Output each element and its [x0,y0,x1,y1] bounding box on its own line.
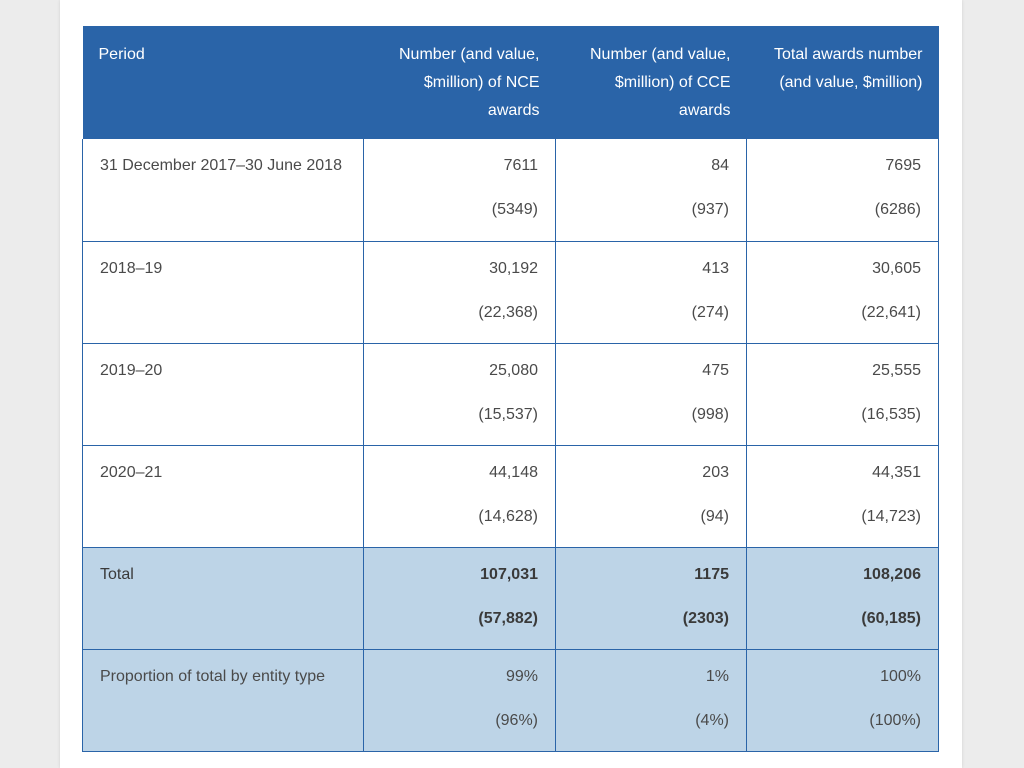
period-cell: 2020–21 [82,444,364,548]
total-value: (100%) [869,711,921,729]
nce-cell: 30,192 (22,368) [363,240,556,344]
nce-cell: 99% (96%) [363,648,556,752]
total-value: (22,641) [861,303,921,321]
cce-value: (937) [691,201,729,218]
table-row: 2019–20 25,080 (15,537) 475 (998) 25,555… [82,342,939,446]
cce-value: (2303) [682,609,729,627]
table-row: 2018–19 30,192 (22,368) 413 (274) 30,605… [82,240,939,344]
total-label: Total [82,546,364,650]
total-cell: 100% (100%) [746,648,939,752]
nce-value: (15,537) [478,405,538,423]
header-period: Period [82,26,364,139]
cce-cell: 203 (94) [555,444,747,548]
total-cell: 30,605 (22,641) [746,240,939,344]
table-row: 31 December 2017–30 June 2018 7611 (5349… [82,139,939,242]
total-number: 7695 [885,157,921,174]
table-header: Period Number (and value, $million) of N… [82,26,939,139]
nce-cell: 44,148 (14,628) [363,444,556,548]
table-body: 31 December 2017–30 June 2018 7611 (5349… [82,139,939,752]
header-nce-awards: Number (and value, $million) of NCE awar… [363,26,556,139]
nce-number: 7611 [503,157,538,174]
nce-number: 44,148 [489,463,538,481]
cce-number: 475 [702,361,729,379]
total-cell: 44,351 (14,723) [746,444,939,548]
cce-value: (998) [691,405,729,423]
nce-value: (5349) [491,201,538,218]
cce-number: 1% [705,667,729,685]
cce-value: (4%) [695,711,729,729]
cce-cell: 84 (937) [555,139,747,242]
period-cell: 31 December 2017–30 June 2018 [82,139,364,242]
total-number: 100% [880,667,921,685]
total-row: Total 107,031 (57,882) 1175 (2303) 108,2… [82,546,939,650]
proportion-row: Proportion of total by entity type 99% (… [82,648,939,752]
nce-number: 107,031 [480,565,538,583]
period-cell: 2018–19 [82,240,364,344]
total-cell: 7695 (6286) [746,139,939,242]
header-cce-awards: Number (and value, $million) of CCE awar… [555,26,747,139]
total-value: (14,723) [861,507,921,525]
header-total-awards: Total awards number (and value, $million… [746,26,939,139]
nce-value: (57,882) [478,609,538,627]
cce-number: 1175 [694,565,729,583]
cce-cell: 475 (998) [555,342,747,446]
period-cell: 2019–20 [82,342,364,446]
nce-value: (22,368) [478,303,538,321]
total-number: 108,206 [863,565,921,583]
nce-number: 30,192 [489,259,538,277]
nce-number: 25,080 [489,361,538,379]
total-number: 25,555 [872,361,921,379]
total-number: 30,605 [872,259,921,277]
proportion-label: Proportion of total by entity type [82,648,364,752]
total-cell: 25,555 (16,535) [746,342,939,446]
cce-number: 203 [702,463,729,481]
total-number: 44,351 [872,463,921,481]
cce-cell: 413 (274) [555,240,747,344]
cce-value: (94) [700,507,729,525]
nce-cell: 7611 (5349) [363,139,556,242]
nce-number: 99% [505,667,538,685]
cce-cell: 1175 (2303) [555,546,747,650]
total-value: (6286) [874,201,921,218]
cce-cell: 1% (4%) [555,648,747,752]
nce-value: (14,628) [478,507,538,525]
total-value: (60,185) [861,609,921,627]
nce-value: (96%) [495,711,538,729]
nce-cell: 25,080 (15,537) [363,342,556,446]
total-value: (16,535) [861,405,921,423]
table-row: 2020–21 44,148 (14,628) 203 (94) 44,351 … [82,444,939,548]
document-page: Period Number (and value, $million) of N… [60,0,962,768]
cce-number: 84 [711,157,729,174]
awards-table: Period Number (and value, $million) of N… [82,26,939,752]
cce-number: 413 [702,259,729,277]
header-row: Period Number (and value, $million) of N… [82,26,939,139]
cce-value: (274) [691,303,729,321]
nce-cell: 107,031 (57,882) [363,546,556,650]
total-cell: 108,206 (60,185) [746,546,939,650]
